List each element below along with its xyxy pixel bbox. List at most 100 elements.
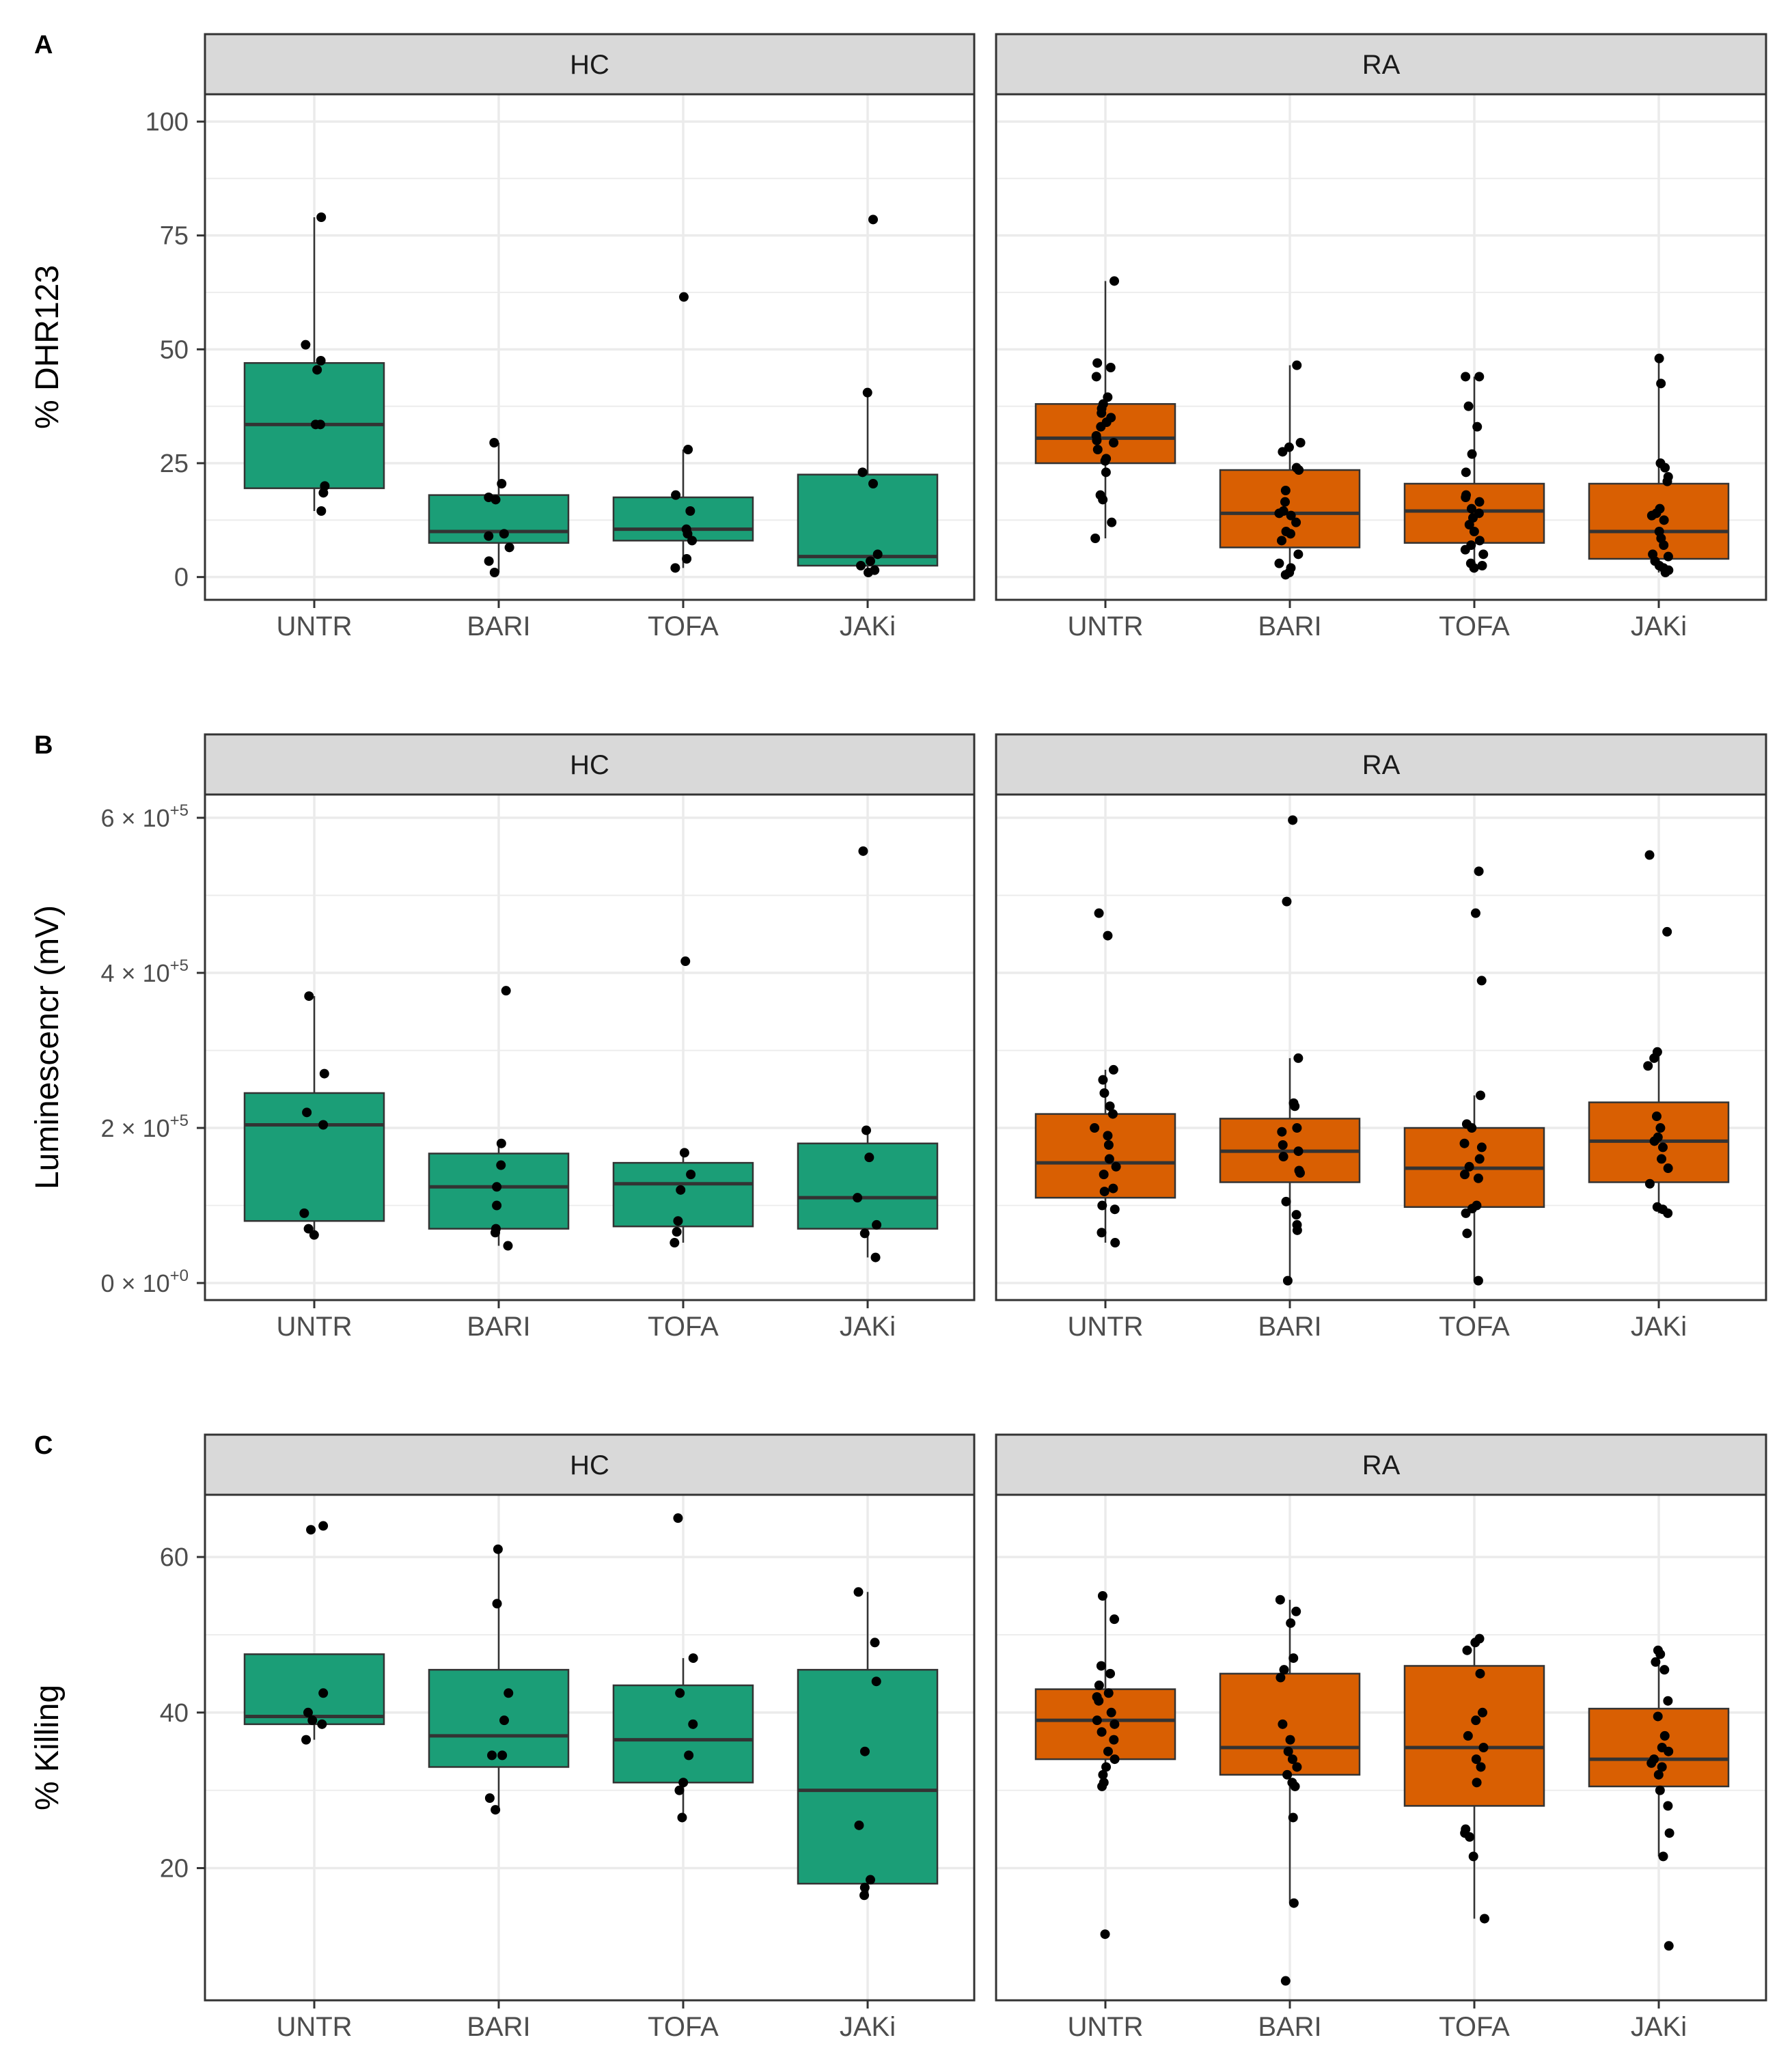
data-point	[1463, 401, 1474, 411]
data-point	[1279, 1665, 1289, 1675]
data-point	[857, 467, 868, 478]
data-point	[1280, 570, 1291, 580]
x-tick-label: TOFA	[1439, 611, 1510, 641]
data-point	[859, 1882, 870, 1892]
data-point	[1288, 1898, 1299, 1908]
data-point	[1096, 1661, 1106, 1671]
data-point	[504, 1688, 514, 1698]
data-point	[316, 356, 326, 365]
data-point	[1103, 1746, 1113, 1756]
x-tick-label: UNTR	[1067, 611, 1143, 641]
data-point	[1283, 1746, 1293, 1756]
data-point	[1103, 930, 1113, 941]
data-point	[1277, 1127, 1287, 1137]
data-point	[1646, 510, 1657, 521]
data-point	[1478, 1707, 1488, 1717]
data-point	[1293, 1053, 1304, 1063]
data-point	[1292, 360, 1302, 370]
data-point	[1476, 1090, 1486, 1101]
data-point	[1462, 1645, 1472, 1655]
data-point	[1096, 422, 1106, 432]
data-point	[861, 1125, 872, 1135]
y-axis-title: Luminescencr (mV)	[29, 905, 66, 1189]
data-point	[1109, 276, 1120, 286]
data-point	[1097, 1591, 1107, 1601]
data-point	[1462, 1228, 1472, 1239]
box-bari	[428, 1544, 570, 1815]
data-point	[1659, 540, 1669, 550]
box-iqr	[797, 1668, 939, 1885]
facet-hc: HC UNTR BARI TOFA JAKi	[204, 1433, 976, 2042]
data-point	[1276, 536, 1286, 546]
data-point	[318, 1521, 329, 1531]
data-point	[1664, 1941, 1674, 1951]
data-point	[1287, 1754, 1297, 1765]
data-point	[863, 568, 873, 577]
data-point	[676, 1185, 686, 1195]
data-point	[1101, 1762, 1112, 1772]
data-point	[491, 495, 501, 505]
box-iqr	[1034, 1113, 1176, 1199]
data-point	[306, 1525, 316, 1535]
data-point	[1280, 1976, 1291, 1986]
data-point	[1106, 1707, 1116, 1717]
data-point	[1459, 1170, 1470, 1180]
data-point	[1105, 363, 1116, 372]
data-point	[1461, 1208, 1471, 1218]
data-point	[1108, 1064, 1118, 1075]
panel-b: B Luminescencr (mV) 0 × 10+0 2 × 10+5 4 × 10…	[29, 731, 1767, 1342]
data-point	[484, 1793, 495, 1803]
data-point	[1664, 1746, 1674, 1756]
box-untr	[1034, 908, 1176, 1248]
box-tofa	[612, 292, 754, 573]
box-iqr	[1588, 482, 1730, 560]
data-point	[1293, 549, 1304, 560]
data-point	[1478, 1743, 1489, 1752]
data-point	[1463, 1730, 1473, 1741]
data-point	[499, 1715, 510, 1726]
box-tofa	[1403, 372, 1545, 573]
panel-border	[995, 1493, 1767, 2002]
data-point	[1657, 1154, 1667, 1164]
panel-c: C % Killing 20 40 60 HC UNTR BARI TOFA JAKi RA UNTR…	[29, 1431, 1767, 2042]
data-point	[312, 365, 322, 375]
data-point	[1098, 1075, 1108, 1085]
y-axis-title: % DHR123	[29, 265, 66, 429]
panel-border	[995, 793, 1767, 1301]
x-tick-label: UNTR	[1067, 1312, 1143, 1342]
panel-border	[995, 93, 1767, 601]
data-point	[309, 1230, 319, 1240]
data-point	[1469, 527, 1479, 536]
panel-label: C	[34, 1431, 53, 1460]
data-point	[1459, 1138, 1470, 1148]
data-point	[1649, 1136, 1659, 1146]
data-point	[484, 556, 494, 566]
data-point	[1097, 1200, 1107, 1211]
y-tick-label: 4 × 10+5	[101, 956, 189, 987]
data-point	[1294, 465, 1304, 475]
data-point	[868, 215, 879, 225]
x-tick-label: BARI	[1258, 611, 1321, 641]
data-point	[1658, 1851, 1668, 1862]
box-untr	[243, 991, 385, 1240]
facet-strip	[995, 733, 1767, 796]
data-point	[1099, 1088, 1109, 1098]
data-point	[1107, 1109, 1118, 1119]
data-point	[1474, 1154, 1485, 1164]
data-point	[683, 445, 693, 454]
data-point	[1098, 495, 1108, 505]
box-tofa	[1403, 866, 1545, 1286]
data-point	[1471, 1715, 1481, 1726]
data-point	[1472, 422, 1483, 432]
data-point	[1099, 1187, 1109, 1197]
box-bari	[1219, 360, 1361, 580]
data-point	[1471, 1754, 1481, 1765]
data-point	[1110, 1238, 1120, 1248]
data-point	[318, 1688, 329, 1698]
box-jaki	[1588, 353, 1730, 577]
data-point	[854, 1820, 864, 1830]
data-point	[1109, 1719, 1120, 1729]
y-axis-title: % Killing	[29, 1685, 66, 1810]
data-point	[1103, 1131, 1113, 1141]
data-point	[853, 1193, 863, 1203]
